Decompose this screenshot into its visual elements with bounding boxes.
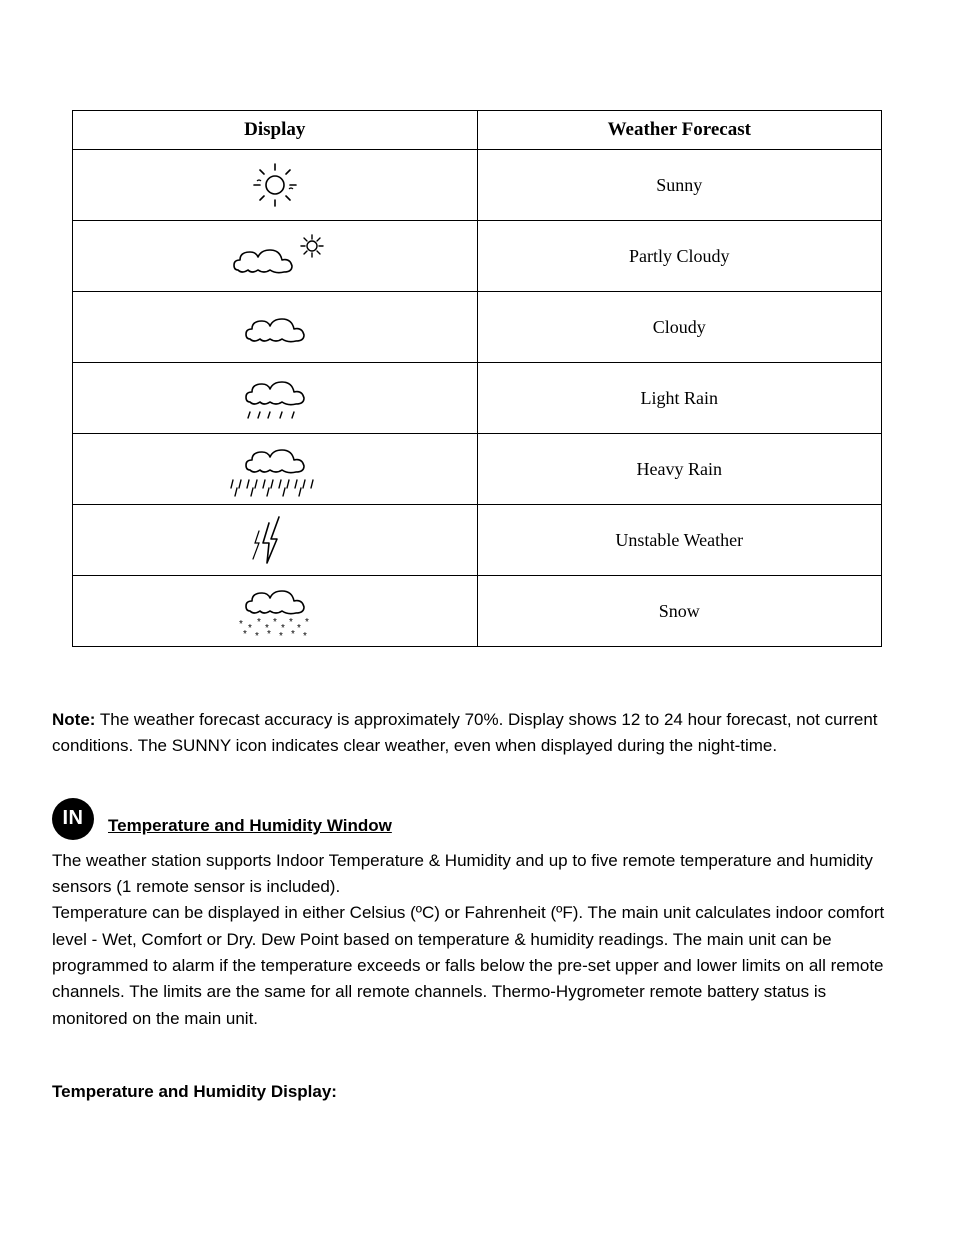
weather-icon-cell xyxy=(73,221,478,292)
in-badge-text: IN xyxy=(63,807,84,830)
weather-icon-cell xyxy=(73,150,478,221)
weather-label-cell: Sunny xyxy=(477,150,882,221)
svg-text:*: * xyxy=(243,629,247,640)
table-row: Light Rain xyxy=(73,363,882,434)
table-row: Unstable Weather xyxy=(73,505,882,576)
note-label: Note: xyxy=(52,710,95,729)
svg-text:*: * xyxy=(257,617,261,628)
sub-title: Temperature and Humidity Display: xyxy=(52,1082,902,1102)
svg-text:*: * xyxy=(273,617,277,628)
note-paragraph: Note: The weather forecast accuracy is a… xyxy=(52,707,902,760)
weather-icon-cell xyxy=(73,363,478,434)
table-row: Sunny xyxy=(73,150,882,221)
weather-label-cell: Light Rain xyxy=(477,363,882,434)
table-row: ** ** ** ** * ** ** ** Snow xyxy=(73,576,882,647)
weather-label-cell: Heavy Rain xyxy=(477,434,882,505)
unstable-weather-icon xyxy=(73,513,477,567)
table-row: Cloudy xyxy=(73,292,882,363)
svg-text:*: * xyxy=(279,631,283,642)
section-title: Temperature and Humidity Window xyxy=(108,816,392,840)
note-text: The weather forecast accuracy is approxi… xyxy=(52,710,878,755)
table-header-display: Display xyxy=(73,111,478,150)
in-badge-icon: IN xyxy=(52,798,94,840)
weather-forecast-table: Display Weather Forecast xyxy=(72,110,882,647)
table-row: Partly Cloudy xyxy=(73,221,882,292)
heavy-rain-icon xyxy=(73,438,477,500)
weather-label-cell: Unstable Weather xyxy=(477,505,882,576)
section-body: The weather station supports Indoor Temp… xyxy=(52,848,902,1032)
svg-text:*: * xyxy=(297,623,301,634)
weather-label-cell: Partly Cloudy xyxy=(477,221,882,292)
partly-cloudy-icon xyxy=(73,228,477,284)
weather-label-cell: Cloudy xyxy=(477,292,882,363)
weather-icon-cell xyxy=(73,292,478,363)
weather-label-cell: Snow xyxy=(477,576,882,647)
weather-icon-cell: ** ** ** ** * ** ** ** xyxy=(73,576,478,647)
light-rain-icon xyxy=(73,368,477,428)
svg-text:*: * xyxy=(303,631,307,642)
document-page: Display Weather Forecast xyxy=(0,0,954,1235)
svg-text:*: * xyxy=(305,617,309,628)
weather-icon-cell xyxy=(73,434,478,505)
svg-text:*: * xyxy=(291,629,295,640)
svg-text:*: * xyxy=(267,629,271,640)
svg-text:*: * xyxy=(248,623,252,634)
svg-text:*: * xyxy=(255,631,259,642)
snow-icon: ** ** ** ** * ** ** ** xyxy=(73,579,477,643)
section-heading-row: IN Temperature and Humidity Window xyxy=(52,798,902,840)
svg-text:*: * xyxy=(289,617,293,628)
sunny-icon xyxy=(73,158,477,212)
cloudy-icon xyxy=(73,301,477,353)
weather-icon-cell xyxy=(73,505,478,576)
table-row: Heavy Rain xyxy=(73,434,882,505)
table-header-forecast: Weather Forecast xyxy=(477,111,882,150)
